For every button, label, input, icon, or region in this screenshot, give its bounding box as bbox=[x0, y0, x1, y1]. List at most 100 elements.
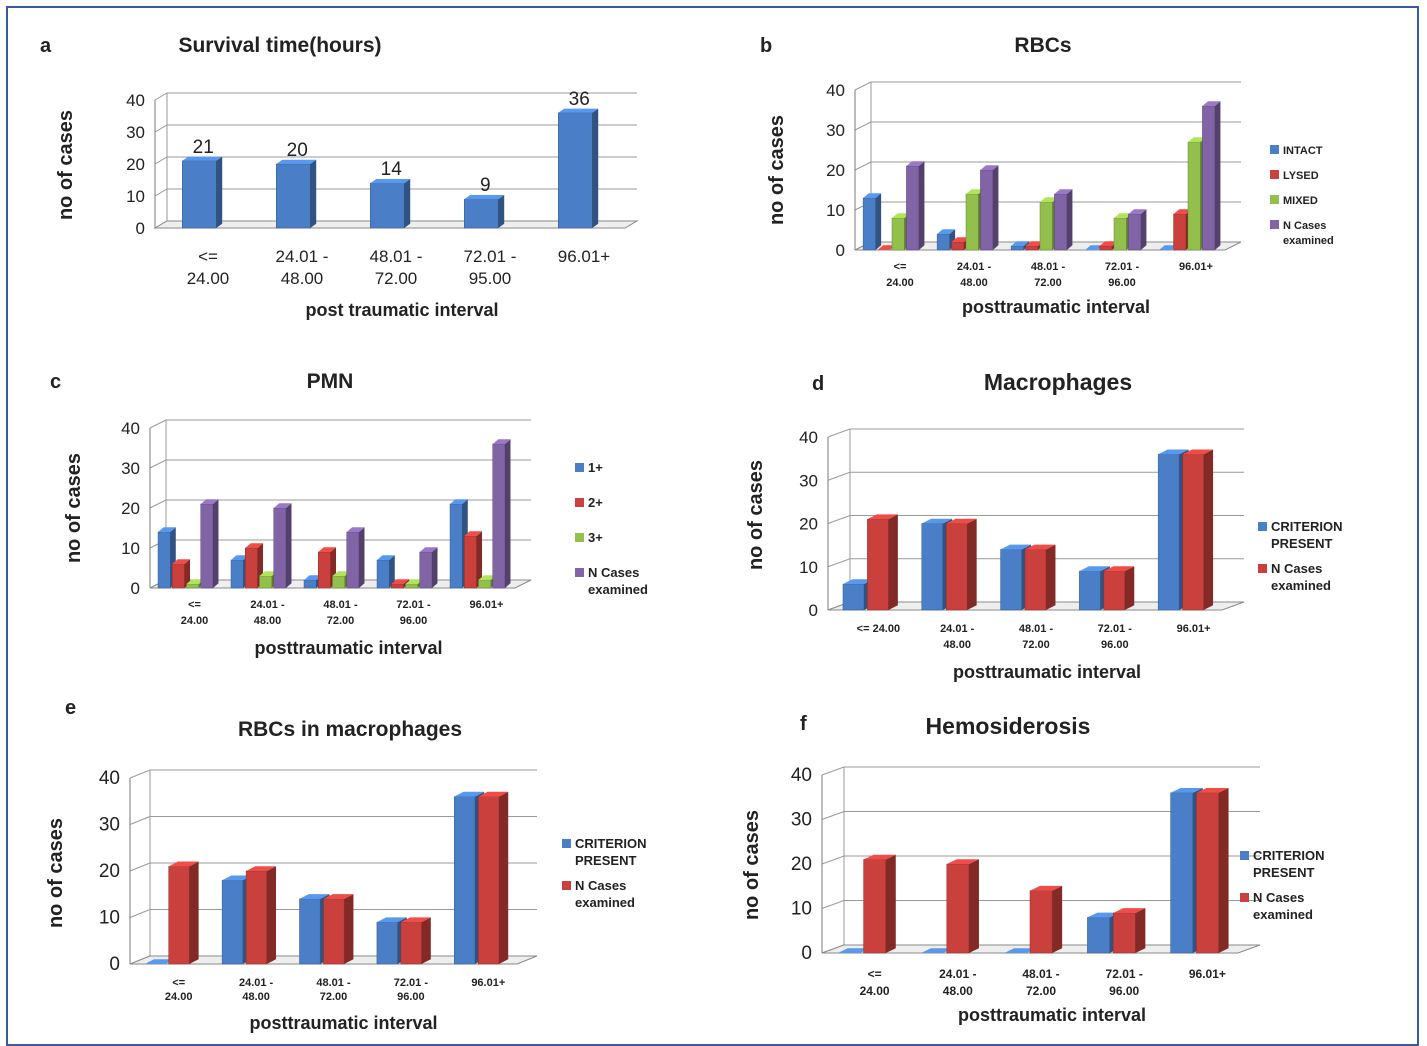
legend-label: PRESENT bbox=[1271, 536, 1332, 551]
bar-lysed bbox=[1025, 245, 1039, 251]
y-axis-title: no of cases bbox=[766, 115, 788, 225]
x-tick-label: 72.01 - bbox=[396, 599, 431, 611]
bar-top bbox=[877, 245, 896, 250]
y-tick-label: 20 bbox=[99, 861, 120, 882]
bar-top bbox=[168, 861, 199, 867]
bar-top bbox=[1113, 908, 1146, 913]
bar-criterion-present bbox=[299, 898, 321, 965]
x-tick-label: 24.01 - bbox=[239, 977, 274, 989]
bar-top bbox=[1011, 241, 1030, 246]
bar-side bbox=[184, 559, 191, 588]
bar-top bbox=[405, 579, 424, 584]
bar-side bbox=[189, 861, 199, 964]
y-tick-label: 10 bbox=[799, 558, 818, 577]
bar-top bbox=[246, 866, 277, 871]
legend-label: 1+ bbox=[588, 460, 603, 475]
legend-swatch bbox=[575, 533, 584, 542]
y-tick-label: 20 bbox=[121, 499, 140, 518]
y-tick-label: 40 bbox=[121, 419, 140, 438]
legend-swatch bbox=[1270, 170, 1279, 179]
bar-side bbox=[967, 518, 977, 610]
x-axis-title: posttraumatic interval bbox=[249, 1013, 437, 1033]
bar-side bbox=[421, 917, 431, 964]
y-tick-label: 40 bbox=[99, 768, 120, 789]
bar-criterion-present bbox=[1087, 917, 1110, 954]
data-label: 9 bbox=[480, 175, 491, 196]
bar-n-cases-examined bbox=[1103, 570, 1126, 611]
legend-label: MIXED bbox=[1283, 195, 1318, 207]
bar-intact bbox=[936, 233, 950, 251]
y-tick-label: 20 bbox=[826, 161, 845, 180]
y-tick-label: 30 bbox=[99, 815, 120, 836]
chart-d: d Macrophages 0 10 20 30 40 <= 24.00 24.01 - 48.0… bbox=[745, 369, 1343, 682]
bar-top bbox=[921, 948, 954, 953]
bar-top bbox=[1188, 137, 1206, 142]
legend-label: PRESENT bbox=[1253, 865, 1314, 880]
bar-top bbox=[1128, 209, 1147, 214]
legend-label: N Cases bbox=[575, 878, 626, 893]
x-tick-label: 96.01+ bbox=[470, 599, 504, 611]
legend-label: N Cases bbox=[588, 565, 639, 580]
bar-top bbox=[863, 193, 882, 198]
y-tick-label: 10 bbox=[826, 201, 845, 220]
gridline-diagonal bbox=[129, 909, 151, 918]
legend-label: N Cases bbox=[1253, 890, 1304, 905]
bar-mixed bbox=[1113, 217, 1127, 251]
bar-criterion-present bbox=[1000, 549, 1022, 611]
data-label: 21 bbox=[193, 137, 214, 158]
bar-n-cases-examined bbox=[906, 165, 920, 251]
bar-top bbox=[158, 527, 176, 532]
legend-label: CRITERION bbox=[1271, 519, 1343, 534]
x-tick-label: 24.00 bbox=[165, 991, 193, 1003]
legend-label: N Cases bbox=[1283, 220, 1326, 232]
legend-label: INTACT bbox=[1283, 145, 1323, 157]
x-tick-label: 96.00 bbox=[1109, 984, 1139, 998]
y-tick-label: 20 bbox=[126, 155, 145, 174]
bar-side bbox=[1066, 189, 1073, 250]
bar-top bbox=[1170, 788, 1203, 793]
data-label: 36 bbox=[569, 89, 590, 110]
gridline-diagonal bbox=[827, 471, 851, 481]
gridline-diagonal bbox=[821, 900, 845, 909]
gridline-diagonal bbox=[129, 862, 151, 872]
bar-top bbox=[478, 791, 509, 797]
y-tick-label: 40 bbox=[126, 91, 145, 110]
bar-criterion-present bbox=[842, 583, 865, 611]
bar-side bbox=[875, 193, 882, 250]
x-tick-label: 96.01+ bbox=[471, 977, 505, 989]
bar-top bbox=[492, 439, 511, 444]
y-tick-label: 0 bbox=[801, 943, 812, 964]
bar-2- bbox=[245, 547, 258, 589]
bar-n-cases-examined bbox=[1024, 549, 1047, 611]
bar-top bbox=[304, 575, 322, 580]
bar-top bbox=[946, 518, 977, 524]
y-tick-label: 10 bbox=[126, 187, 145, 206]
bar-lysed bbox=[1099, 245, 1113, 251]
x-tick-label: 72.01 - bbox=[464, 247, 517, 266]
legend-label: CRITERION bbox=[1253, 848, 1325, 863]
bar-top bbox=[980, 165, 999, 170]
bar-top bbox=[1158, 449, 1189, 455]
x-tick-label: <= bbox=[172, 977, 185, 989]
bar-n-cases-examined bbox=[1196, 792, 1219, 954]
bar-mixed bbox=[1187, 141, 1201, 251]
bar-n-cases-examined bbox=[1054, 193, 1068, 251]
legend-swatch bbox=[575, 498, 584, 507]
bar-value bbox=[558, 112, 593, 229]
bar-side bbox=[968, 859, 979, 953]
bar-top bbox=[376, 917, 407, 923]
bar-side bbox=[888, 514, 898, 610]
bar-1- bbox=[303, 579, 317, 589]
bar-top bbox=[558, 108, 599, 113]
bar-top bbox=[273, 503, 292, 508]
bar-top bbox=[1182, 449, 1214, 455]
bar-side bbox=[310, 159, 317, 228]
gridline-diagonal bbox=[821, 766, 845, 776]
chart-title: RBCs in macrophages bbox=[238, 718, 462, 741]
y-tick-label: 30 bbox=[799, 471, 818, 490]
x-tick-label: 72.01 - bbox=[394, 977, 429, 989]
x-tick-label: 72.01 - bbox=[1106, 967, 1143, 981]
bar-side bbox=[285, 503, 292, 588]
x-tick-label: 48.00 bbox=[943, 639, 971, 651]
bar-value bbox=[182, 160, 217, 229]
